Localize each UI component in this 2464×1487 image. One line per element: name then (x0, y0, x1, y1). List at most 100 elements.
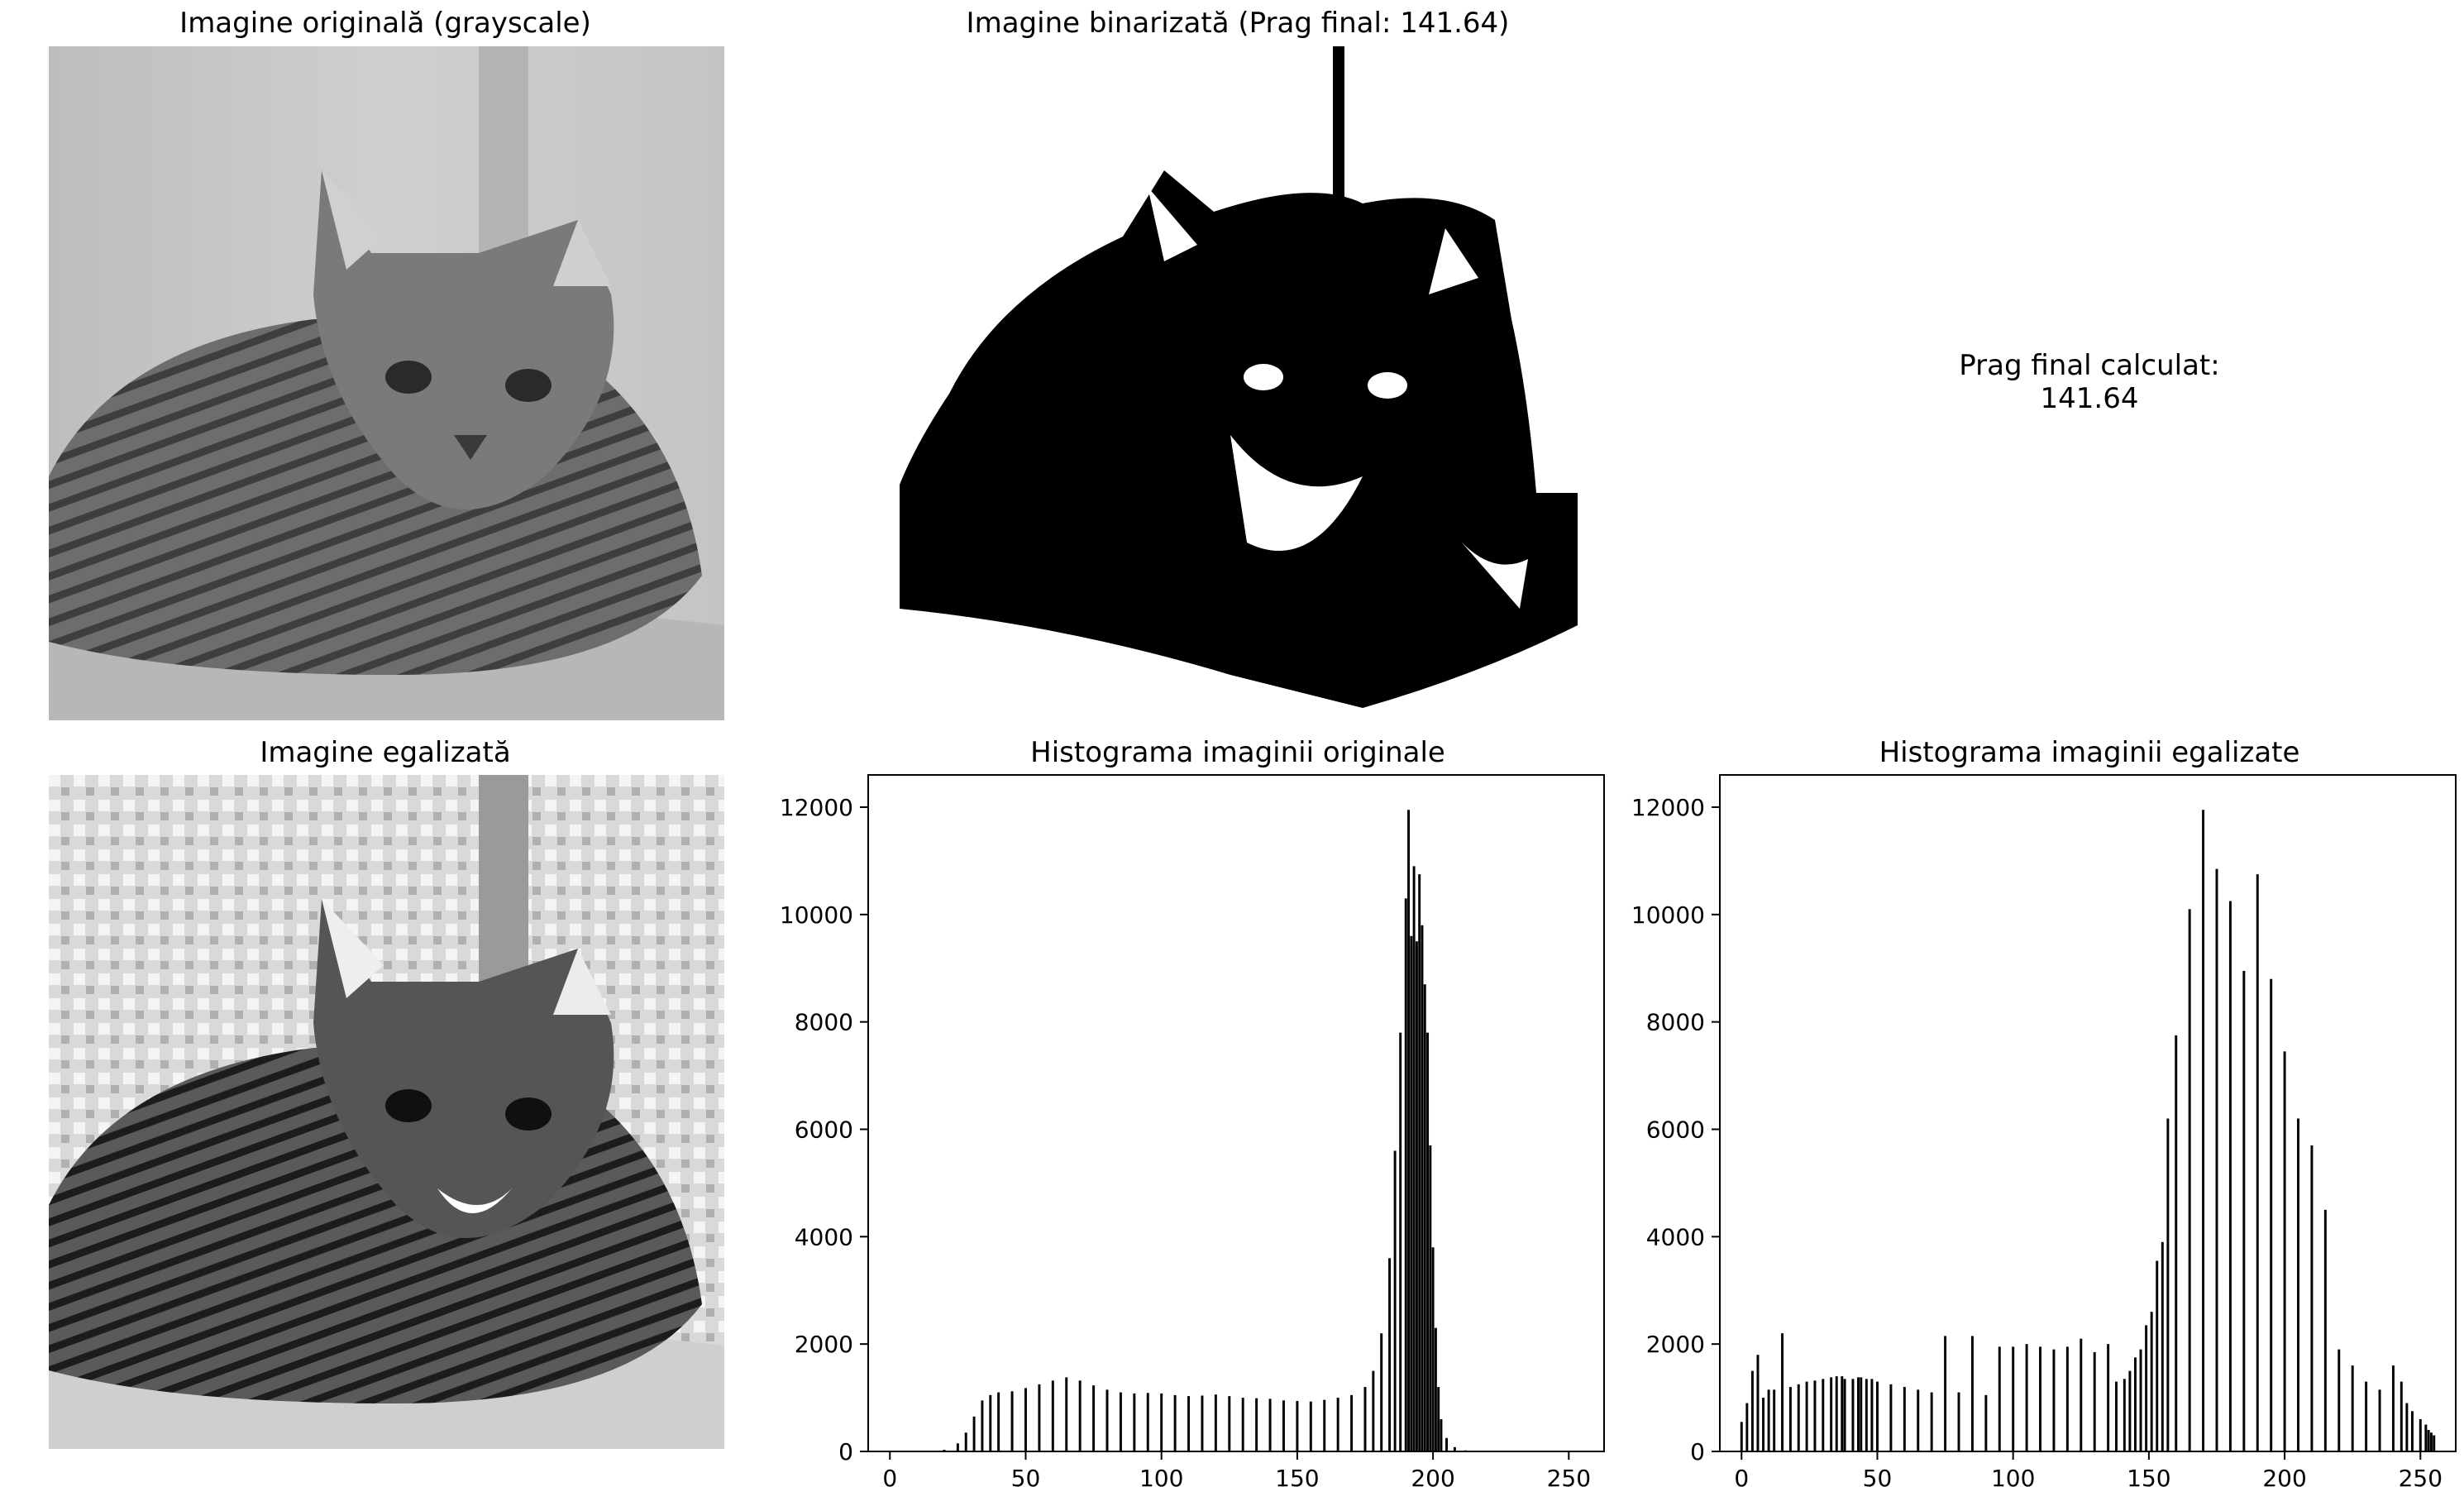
histogram-bar (972, 1416, 976, 1451)
x-tick-label: 200 (2262, 1465, 2306, 1487)
histogram-bar (1445, 1437, 1448, 1451)
histogram-bar (2175, 1035, 2178, 1451)
histogram-bar (989, 1394, 992, 1451)
histogram-bar (1998, 1346, 2001, 1451)
histogram-bar (2378, 1389, 2381, 1451)
histogram-bar (1010, 1391, 1014, 1451)
histogram-bar (1323, 1399, 1326, 1451)
histogram-bar (1388, 1258, 1392, 1451)
x-tick-label: 100 (1139, 1465, 1183, 1487)
x-tick-label: 150 (2127, 1465, 2170, 1487)
histogram-bar (1970, 1336, 1974, 1451)
histogram-bar (1051, 1380, 1054, 1451)
histogram-bar (1805, 1381, 1808, 1451)
histogram-bar (1781, 1333, 1784, 1451)
histogram-bar (2080, 1338, 2083, 1451)
equalized-image-title: Imagine egalizată (260, 736, 511, 769)
y-tick-label: 4000 (795, 1223, 853, 1250)
histogram-bar (1830, 1377, 1833, 1451)
histogram-bar (1865, 1379, 1868, 1451)
histogram-bar (1903, 1387, 1906, 1451)
histogram-bar (1415, 941, 1418, 1451)
histogram-bar (2270, 978, 2273, 1451)
threshold-value: 141.64 (2040, 382, 2139, 415)
histogram-bar (2107, 1344, 2110, 1451)
histogram-bar (1429, 1145, 1432, 1451)
histogram-bar (1813, 1380, 1817, 1451)
histogram-bar (2297, 1118, 2299, 1451)
histogram-bar (1255, 1398, 1258, 1451)
histogram-bar (2150, 1312, 2153, 1451)
x-tick-label: 0 (882, 1465, 897, 1487)
histogram-bar (1393, 1150, 1397, 1451)
histogram-bar (1822, 1379, 1825, 1451)
histogram-original-chart: 0 50 100 150 200 250 0 2000 4000 6000 8000 10000 120… (780, 774, 1605, 1487)
histogram-bar (2424, 1424, 2428, 1451)
histogram-bar (1282, 1400, 1285, 1451)
histogram-bar (2256, 874, 2259, 1451)
histogram-bar (1024, 1388, 1027, 1451)
histogram-bar (2433, 1435, 2436, 1451)
histogram-bar (1423, 984, 1426, 1451)
x-tick-label: 0 (1734, 1465, 1749, 1487)
histogram-bar (1404, 898, 1407, 1451)
histogram-bar (2123, 1379, 2126, 1451)
y-tick-label: 2000 (1646, 1331, 1705, 1358)
histogram-bar (1876, 1381, 1879, 1451)
histogram-bar (1296, 1400, 1299, 1451)
histogram-bar (2166, 1118, 2170, 1451)
x-tick-label: 250 (1547, 1465, 1591, 1487)
histogram-bar (997, 1392, 1000, 1451)
histogram-bar (2025, 1344, 2028, 1451)
histogram-bar (2365, 1381, 2368, 1451)
histogram-bar (1399, 1032, 1402, 1451)
x-tick-label: 200 (1411, 1465, 1454, 1487)
histogram-bar (2215, 868, 2218, 1451)
histogram-bar (956, 1443, 959, 1451)
histogram-bar (2419, 1419, 2422, 1451)
histogram-bar (1984, 1394, 1988, 1451)
histogram-bar (2128, 1370, 2132, 1451)
histogram-bar (1762, 1398, 1765, 1451)
threshold-text: Prag final calculat: 141.64 (1959, 349, 2219, 415)
histogram-bar (1336, 1398, 1339, 1451)
equalized-image (49, 775, 724, 1449)
histogram-bar (1835, 1376, 1838, 1451)
histogram-bar (1841, 1376, 1844, 1451)
y-tick-label: 10000 (780, 901, 853, 929)
y-tick-label: 12000 (1631, 794, 1705, 821)
histogram-bar (1917, 1389, 1920, 1451)
plot-frame (867, 774, 1605, 1452)
histogram-bar (2115, 1381, 2118, 1451)
threshold-label: Prag final calculat: (1959, 349, 2220, 382)
histogram-bar (2323, 1209, 2327, 1451)
histogram-bar (1930, 1392, 1933, 1451)
plot-frame (1719, 774, 2457, 1452)
histogram-bar (1309, 1401, 1312, 1451)
original-grayscale-image (49, 46, 724, 720)
histogram-bar (1431, 1247, 1435, 1451)
histogram-bar (1773, 1389, 1776, 1451)
histogram-bar (1440, 1419, 1443, 1451)
histogram-bar (2310, 1145, 2314, 1451)
histogram-bar (2391, 1365, 2395, 1451)
y-tick-label: 6000 (1646, 1116, 1705, 1143)
histogram-bar (2283, 1051, 2286, 1451)
y-tick-label: 2000 (795, 1331, 853, 1358)
binarized-image (900, 46, 1578, 720)
histogram-bar (2400, 1381, 2403, 1451)
histogram-bar (1038, 1384, 1041, 1451)
histogram-bar (2012, 1346, 2015, 1451)
histogram-bar (1756, 1355, 1760, 1451)
histogram-bar (1453, 1446, 1456, 1451)
histogram-bar (2161, 1241, 2164, 1451)
y-tick-label: 0 (838, 1438, 853, 1465)
histogram-bar (1092, 1385, 1096, 1451)
histogram-bar (1363, 1387, 1367, 1451)
histogram-bar (1160, 1393, 1163, 1451)
y-tick-label: 6000 (795, 1116, 853, 1143)
histogram-bar (1418, 874, 1421, 1451)
y-tick-label: 10000 (1631, 901, 1705, 929)
histogram-bar (1860, 1377, 1863, 1451)
histogram-bar (2139, 1349, 2142, 1451)
